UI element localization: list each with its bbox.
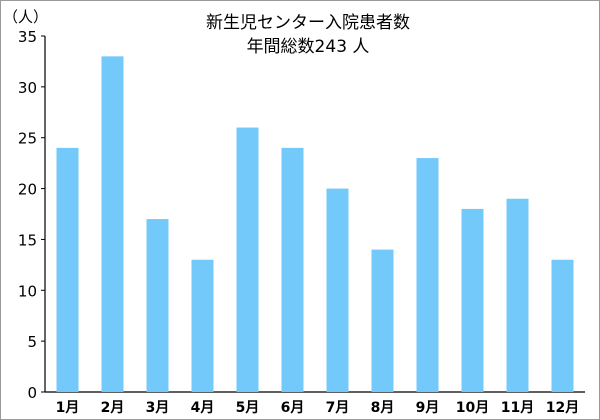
bar bbox=[101, 56, 124, 392]
bar bbox=[506, 198, 529, 392]
y-tick-label: 0 bbox=[27, 384, 37, 402]
x-tick-label: 8月 bbox=[371, 400, 395, 416]
y-tick-label: 30 bbox=[18, 79, 37, 97]
chart-subtitle: 年間総数243 人 bbox=[247, 37, 370, 57]
x-tick-label: 9月 bbox=[416, 400, 440, 416]
x-tick-label: 5月 bbox=[236, 400, 260, 416]
bar bbox=[236, 127, 259, 393]
x-tick-label: 2月 bbox=[101, 400, 125, 416]
x-tick-labels: 1月 2月 3月 4月 5月 6月 7月 8月 9月 10月 11月 12月 bbox=[56, 400, 580, 416]
y-tick-labels: 0 5 10 15 20 25 30 35 bbox=[18, 28, 37, 402]
bar bbox=[191, 259, 214, 392]
axes bbox=[41, 35, 585, 393]
x-tick-label: 4月 bbox=[191, 400, 215, 416]
x-tick-label: 10月 bbox=[456, 400, 489, 416]
x-tick-label: 11月 bbox=[501, 400, 534, 416]
bar bbox=[281, 147, 304, 392]
bar bbox=[461, 208, 484, 392]
bars bbox=[56, 56, 574, 393]
y-tick-label: 15 bbox=[18, 231, 37, 249]
x-tick-label: 3月 bbox=[146, 400, 170, 416]
bar bbox=[56, 147, 79, 392]
x-tick-label: 12月 bbox=[546, 400, 579, 416]
chart-title: 新生児センター入院患者数 bbox=[206, 13, 410, 33]
bar bbox=[416, 158, 439, 392]
y-tick-label: 5 bbox=[27, 333, 37, 351]
x-tick-label: 1月 bbox=[56, 400, 80, 416]
x-tick-label: 7月 bbox=[326, 400, 350, 416]
bar bbox=[146, 219, 169, 392]
y-axis-unit-label: （人） bbox=[3, 8, 48, 26]
y-tick-label: 25 bbox=[18, 130, 37, 148]
bar bbox=[551, 259, 574, 392]
bar bbox=[371, 249, 394, 392]
x-tick-label: 6月 bbox=[281, 400, 305, 416]
y-tick-label: 35 bbox=[18, 28, 37, 46]
bar bbox=[326, 188, 349, 392]
y-tick-label: 10 bbox=[18, 282, 37, 300]
y-tick-label: 20 bbox=[18, 181, 37, 199]
